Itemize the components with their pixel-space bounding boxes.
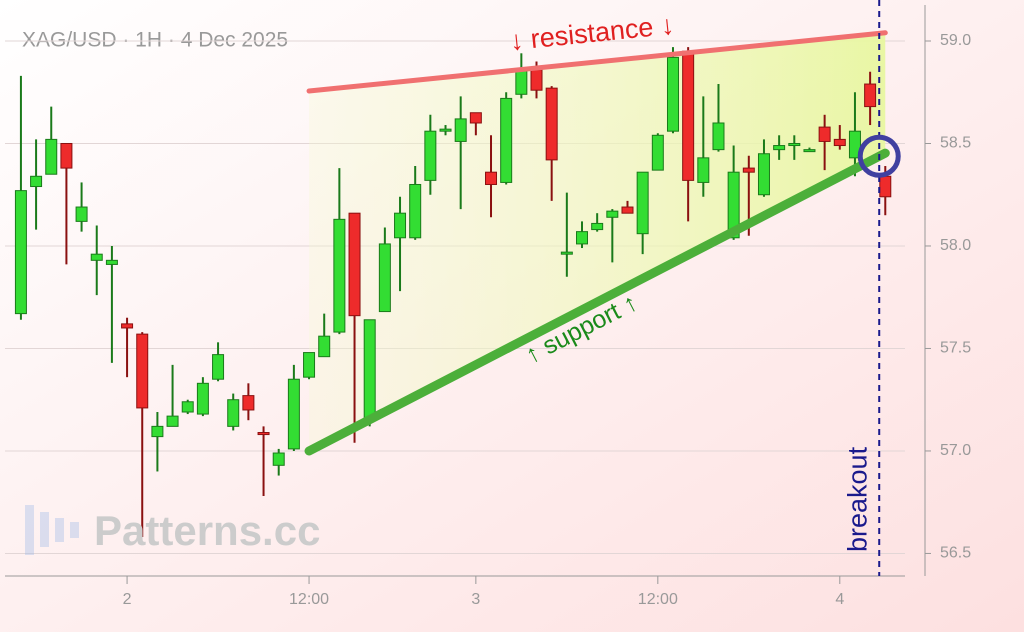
candle-body — [212, 354, 225, 380]
candle-body — [515, 69, 528, 95]
pattern-area — [309, 32, 886, 451]
candle-body — [227, 399, 240, 427]
candle-body — [469, 112, 482, 124]
breakout-marker — [857, 134, 901, 178]
candle-body — [60, 142, 73, 169]
candle-body — [287, 378, 300, 450]
candle-body — [348, 212, 361, 317]
candle-body — [530, 69, 543, 91]
y-tick-label: 58.5 — [940, 135, 971, 152]
candle-body — [560, 251, 573, 255]
candle-body — [757, 153, 770, 196]
x-tick-label: 4 — [835, 591, 844, 608]
y-tick-label: 57.0 — [940, 442, 971, 459]
candle-body — [136, 333, 149, 409]
candle-body — [651, 134, 664, 171]
chart-title: XAG/USD · 1H · 4 Dec 2025 — [22, 29, 288, 52]
candle-body — [636, 171, 649, 235]
candle-body — [621, 206, 634, 214]
candle-body — [166, 415, 179, 427]
candle-body — [394, 212, 407, 239]
candle-body — [75, 206, 88, 222]
candle-body — [803, 149, 816, 153]
y-tick-label: 56.5 — [940, 545, 971, 562]
candle-body — [196, 382, 209, 415]
candle-body — [303, 352, 316, 378]
candle-body — [257, 432, 270, 436]
candle-body — [712, 122, 725, 151]
candle-body — [121, 323, 134, 329]
candle-body — [818, 126, 831, 142]
y-tick-label: 58.0 — [940, 237, 971, 254]
candle-body — [181, 401, 194, 413]
candle-body — [591, 222, 604, 231]
watermark-icon — [25, 505, 79, 555]
candle-body — [439, 128, 452, 132]
candle-body — [576, 231, 589, 245]
support-line — [304, 148, 890, 456]
watermark: Patterns.cc — [94, 507, 320, 554]
candle-body — [666, 56, 679, 132]
candle-body — [500, 97, 513, 183]
candle-body — [14, 190, 27, 315]
candle-body — [409, 183, 422, 239]
candle-body — [242, 395, 255, 411]
breakout-label: breakout — [842, 446, 872, 552]
candle-body — [788, 142, 801, 147]
y-tick-label: 57.5 — [940, 340, 971, 357]
candle-body — [333, 218, 346, 333]
candle-body — [848, 130, 861, 159]
candle-body — [773, 145, 786, 151]
candle-body — [606, 210, 619, 218]
candle-body — [833, 138, 846, 147]
x-tick-label: 12:00 — [638, 591, 678, 608]
candle-body — [151, 425, 164, 438]
y-tick-label: 59.0 — [940, 32, 971, 49]
candle-body — [424, 130, 437, 181]
candle-body — [485, 171, 498, 185]
candle-body — [363, 319, 376, 421]
x-tick-label: 3 — [471, 591, 480, 608]
candle-body — [318, 335, 331, 358]
x-tick-label: 2 — [123, 591, 132, 608]
candle-body — [879, 175, 892, 198]
candle-body — [272, 452, 285, 466]
candle-body — [727, 171, 740, 239]
candle-body — [742, 167, 755, 173]
x-tick-label: 12:00 — [289, 591, 329, 608]
candle-body — [45, 138, 58, 175]
candle-body — [30, 175, 43, 188]
candle-body — [378, 243, 391, 313]
candle-body — [682, 50, 695, 181]
candle-body — [864, 83, 877, 108]
candle-body — [545, 87, 558, 161]
candle-body — [697, 157, 710, 183]
resistance-line — [306, 30, 888, 94]
candle-body — [105, 259, 118, 265]
candle-body — [90, 253, 103, 261]
candle-body — [454, 118, 467, 142]
